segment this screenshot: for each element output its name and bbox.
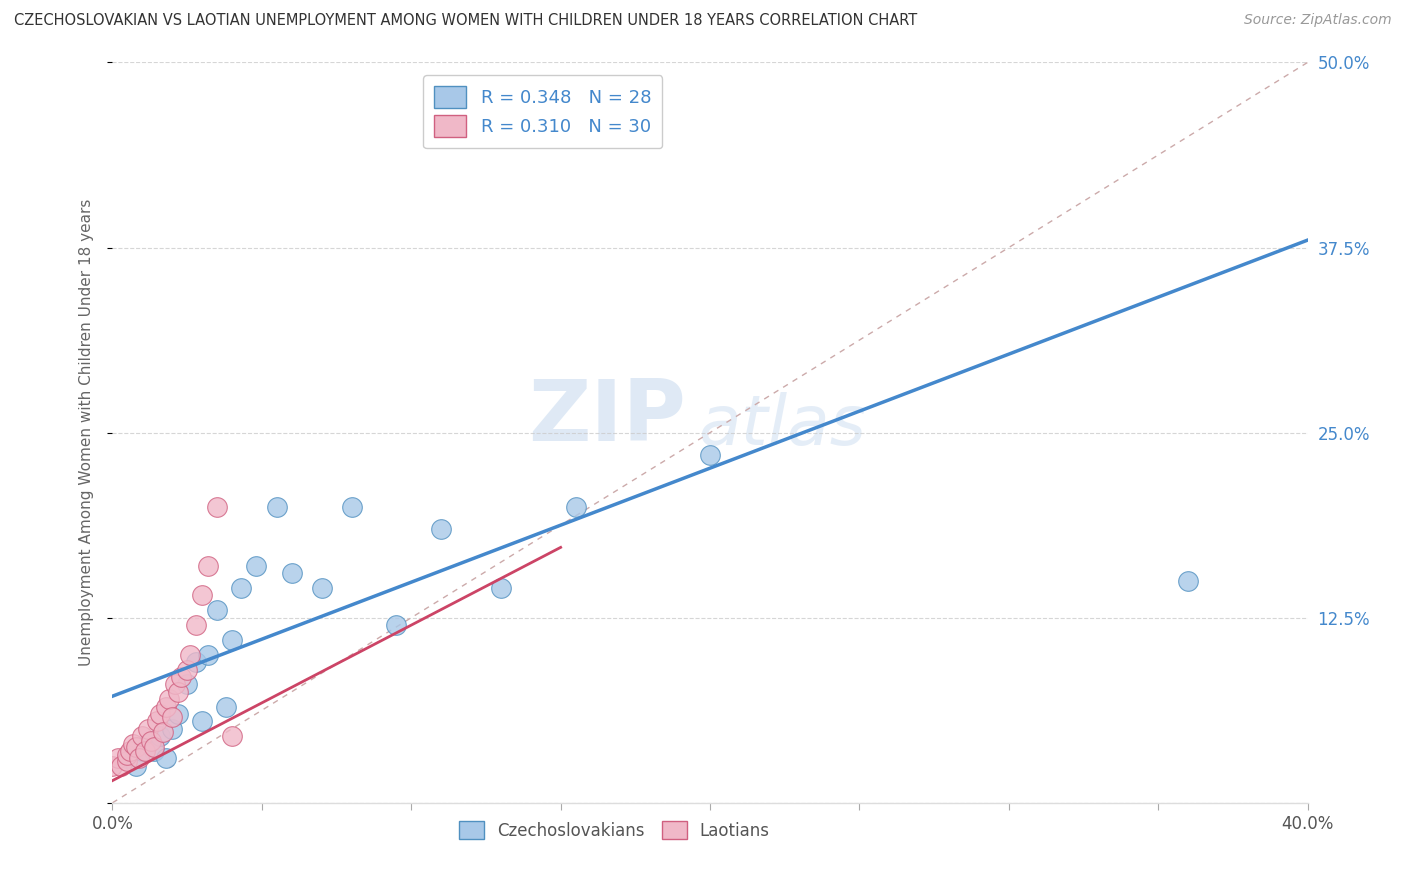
Point [125, 758, 148, 772]
Point [170, 670, 193, 684]
Point [1177, 574, 1199, 588]
Text: atlas: atlas [699, 392, 866, 458]
Text: Source: ZipAtlas.com: Source: ZipAtlas.com [1244, 13, 1392, 28]
Point [120, 744, 142, 758]
Point [197, 648, 219, 662]
Point [205, 500, 228, 514]
Point [141, 733, 163, 747]
Point [149, 706, 172, 721]
Point [340, 500, 363, 514]
Point [122, 737, 145, 751]
Point [186, 655, 208, 669]
Point [564, 500, 586, 514]
Point [281, 566, 304, 581]
Point [221, 729, 243, 743]
Point [179, 648, 201, 662]
Point [143, 744, 166, 758]
Point [125, 739, 148, 754]
Point [205, 603, 228, 617]
Point [191, 589, 214, 603]
Point [107, 751, 129, 765]
Point [138, 737, 160, 751]
Point [245, 558, 267, 573]
Point [489, 581, 512, 595]
Point [155, 699, 177, 714]
Point [699, 448, 721, 462]
Point [143, 739, 166, 754]
Point [229, 581, 252, 595]
Point [110, 758, 132, 772]
Point [117, 748, 139, 763]
Point [167, 685, 190, 699]
Point [131, 744, 153, 758]
Point [138, 722, 160, 736]
Point [215, 699, 238, 714]
Point [149, 729, 172, 743]
Point [131, 729, 153, 743]
Point [167, 706, 190, 721]
Point [101, 758, 124, 772]
Point [266, 500, 288, 514]
Point [176, 663, 198, 677]
Point [162, 722, 183, 736]
Point [162, 710, 183, 724]
Point [176, 677, 198, 691]
Point [191, 714, 214, 729]
Text: CZECHOSLOVAKIAN VS LAOTIAN UNEMPLOYMENT AMONG WOMEN WITH CHILDREN UNDER 18 YEARS: CZECHOSLOVAKIAN VS LAOTIAN UNEMPLOYMENT … [14, 13, 917, 29]
Point [165, 677, 187, 691]
Point [186, 618, 208, 632]
Point [134, 744, 156, 758]
Point [152, 724, 174, 739]
Y-axis label: Unemployment Among Women with Children Under 18 years: Unemployment Among Women with Children U… [79, 199, 94, 666]
Point [117, 751, 139, 765]
Point [197, 558, 219, 573]
Point [128, 751, 150, 765]
Point [430, 522, 453, 536]
Point [385, 618, 408, 632]
Legend: Czechoslovakians, Laotians: Czechoslovakians, Laotians [453, 814, 776, 847]
Point [157, 692, 180, 706]
Point [155, 751, 177, 765]
Point [146, 714, 169, 729]
Point [117, 755, 139, 769]
Point [311, 581, 333, 595]
Point [221, 632, 243, 647]
Text: ZIP: ZIP [529, 376, 686, 459]
